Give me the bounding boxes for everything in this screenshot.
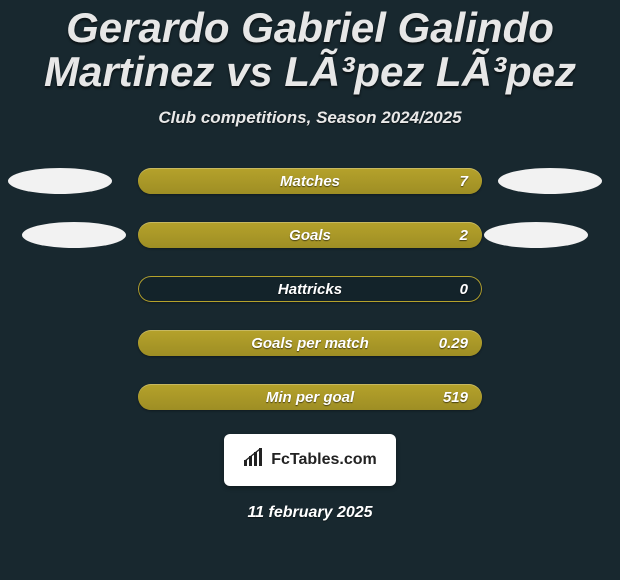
stat-label: Min per goal xyxy=(138,384,482,410)
left-ellipse xyxy=(8,168,112,194)
stat-row: Min per goal519 xyxy=(0,384,620,410)
stats-container: Matches7Goals2Hattricks0Goals per match0… xyxy=(0,168,620,410)
subtitle: Club competitions, Season 2024/2025 xyxy=(0,108,620,128)
stat-value: 7 xyxy=(460,168,468,194)
stat-pill: Hattricks0 xyxy=(138,276,482,302)
stat-pill: Goals2 xyxy=(138,222,482,248)
brand-text: FcTables.com xyxy=(271,451,377,469)
stat-pill: Goals per match0.29 xyxy=(138,330,482,356)
right-ellipse xyxy=(484,222,588,248)
page-title: Gerardo Gabriel Galindo Martinez vs LÃ³p… xyxy=(0,0,620,94)
stat-row: Goals per match0.29 xyxy=(0,330,620,356)
stat-value: 519 xyxy=(443,384,468,410)
date-label: 11 february 2025 xyxy=(0,504,620,522)
stat-pill: Min per goal519 xyxy=(138,384,482,410)
brand-badge: FcTables.com xyxy=(224,434,396,486)
bar-chart-icon xyxy=(243,448,265,473)
stat-pill: Matches7 xyxy=(138,168,482,194)
stat-label: Hattricks xyxy=(138,276,482,302)
stat-row: Matches7 xyxy=(0,168,620,194)
left-ellipse xyxy=(22,222,126,248)
stat-label: Goals per match xyxy=(138,330,482,356)
stat-value: 2 xyxy=(460,222,468,248)
stat-row: Goals2 xyxy=(0,222,620,248)
stat-row: Hattricks0 xyxy=(0,276,620,302)
stat-label: Matches xyxy=(138,168,482,194)
stat-value: 0.29 xyxy=(439,330,468,356)
right-ellipse xyxy=(498,168,602,194)
stat-label: Goals xyxy=(138,222,482,248)
stat-value: 0 xyxy=(460,276,468,302)
